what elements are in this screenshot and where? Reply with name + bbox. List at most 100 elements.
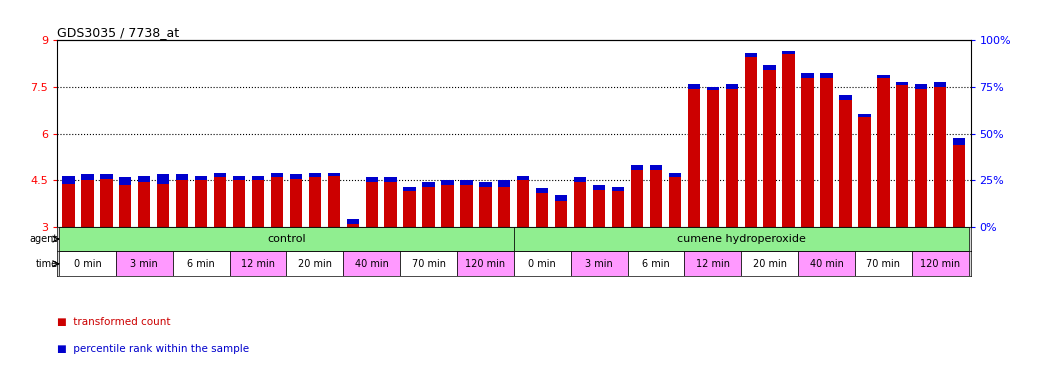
Bar bbox=[741, 251, 798, 276]
Bar bbox=[840, 99, 851, 227]
Bar bbox=[384, 182, 397, 227]
Bar bbox=[555, 201, 568, 227]
Bar bbox=[858, 117, 871, 227]
Bar bbox=[858, 114, 871, 117]
Bar bbox=[798, 251, 855, 276]
Bar bbox=[801, 78, 814, 227]
Text: 0 min: 0 min bbox=[74, 259, 102, 269]
Text: control: control bbox=[267, 234, 306, 244]
Text: 3 min: 3 min bbox=[131, 259, 158, 269]
Bar bbox=[347, 219, 359, 224]
Bar bbox=[195, 180, 208, 227]
Bar bbox=[233, 180, 245, 227]
Bar bbox=[441, 185, 454, 227]
Bar bbox=[286, 251, 344, 276]
Bar bbox=[365, 182, 378, 227]
Bar bbox=[707, 90, 719, 227]
Bar bbox=[855, 251, 911, 276]
Bar bbox=[934, 87, 947, 227]
Bar bbox=[953, 145, 965, 227]
Bar bbox=[271, 173, 283, 177]
Bar bbox=[138, 176, 151, 182]
Bar bbox=[457, 251, 514, 276]
Bar bbox=[328, 176, 339, 227]
Bar bbox=[384, 177, 397, 182]
Bar bbox=[820, 78, 832, 227]
Bar bbox=[840, 95, 851, 99]
Text: 20 min: 20 min bbox=[298, 259, 332, 269]
Bar bbox=[631, 165, 644, 170]
Bar bbox=[764, 65, 775, 70]
Bar bbox=[517, 180, 529, 227]
Bar bbox=[404, 191, 416, 227]
Bar bbox=[404, 187, 416, 191]
Bar bbox=[252, 180, 264, 227]
Bar bbox=[422, 187, 435, 227]
Bar bbox=[668, 177, 681, 227]
Bar bbox=[514, 251, 571, 276]
Bar bbox=[252, 176, 264, 180]
Bar bbox=[877, 78, 890, 227]
Bar bbox=[801, 73, 814, 78]
Bar bbox=[877, 74, 890, 78]
Bar bbox=[460, 185, 472, 227]
Bar bbox=[593, 185, 605, 190]
Bar bbox=[684, 251, 741, 276]
Bar bbox=[611, 191, 624, 227]
Bar bbox=[101, 174, 112, 179]
Text: 70 min: 70 min bbox=[867, 259, 900, 269]
Bar bbox=[536, 193, 548, 227]
Bar bbox=[480, 182, 492, 187]
Bar bbox=[593, 190, 605, 227]
Text: 120 min: 120 min bbox=[465, 259, 506, 269]
Bar bbox=[214, 173, 226, 177]
Bar bbox=[460, 180, 472, 185]
Bar bbox=[59, 227, 514, 251]
Bar bbox=[101, 179, 112, 227]
Bar bbox=[916, 84, 927, 89]
Text: 6 min: 6 min bbox=[643, 259, 670, 269]
Bar bbox=[157, 174, 169, 184]
Bar bbox=[688, 84, 700, 89]
Bar bbox=[555, 195, 568, 201]
Bar bbox=[365, 177, 378, 182]
Bar bbox=[62, 176, 75, 184]
Bar bbox=[744, 53, 757, 58]
Text: GDS3035 / 7738_at: GDS3035 / 7738_at bbox=[57, 26, 180, 39]
Text: ■  percentile rank within the sample: ■ percentile rank within the sample bbox=[57, 344, 249, 354]
Bar bbox=[744, 58, 757, 227]
Bar bbox=[726, 89, 738, 227]
Bar bbox=[290, 179, 302, 227]
Bar bbox=[172, 251, 229, 276]
Bar bbox=[214, 177, 226, 227]
Bar bbox=[480, 187, 492, 227]
Bar bbox=[138, 182, 151, 227]
Bar bbox=[707, 87, 719, 90]
Bar bbox=[271, 177, 283, 227]
Bar bbox=[631, 170, 644, 227]
Bar bbox=[650, 165, 662, 170]
Text: 12 min: 12 min bbox=[241, 259, 275, 269]
Bar bbox=[498, 187, 511, 227]
Text: cumene hydroperoxide: cumene hydroperoxide bbox=[677, 234, 805, 244]
Bar bbox=[157, 184, 169, 227]
Bar bbox=[764, 70, 775, 227]
Bar bbox=[328, 173, 339, 176]
Bar bbox=[400, 251, 457, 276]
Bar bbox=[344, 251, 400, 276]
Bar bbox=[783, 55, 795, 227]
Bar bbox=[347, 224, 359, 227]
Bar bbox=[688, 89, 700, 227]
Bar bbox=[896, 86, 908, 227]
Text: agent: agent bbox=[29, 234, 57, 244]
Bar bbox=[81, 174, 93, 180]
Bar bbox=[574, 177, 586, 182]
Text: 40 min: 40 min bbox=[355, 259, 388, 269]
Text: ■  transformed count: ■ transformed count bbox=[57, 317, 170, 327]
Bar bbox=[308, 173, 321, 177]
Text: 40 min: 40 min bbox=[810, 259, 844, 269]
Text: 70 min: 70 min bbox=[411, 259, 445, 269]
Bar bbox=[934, 83, 947, 87]
Text: 0 min: 0 min bbox=[528, 259, 556, 269]
Text: 12 min: 12 min bbox=[695, 259, 730, 269]
